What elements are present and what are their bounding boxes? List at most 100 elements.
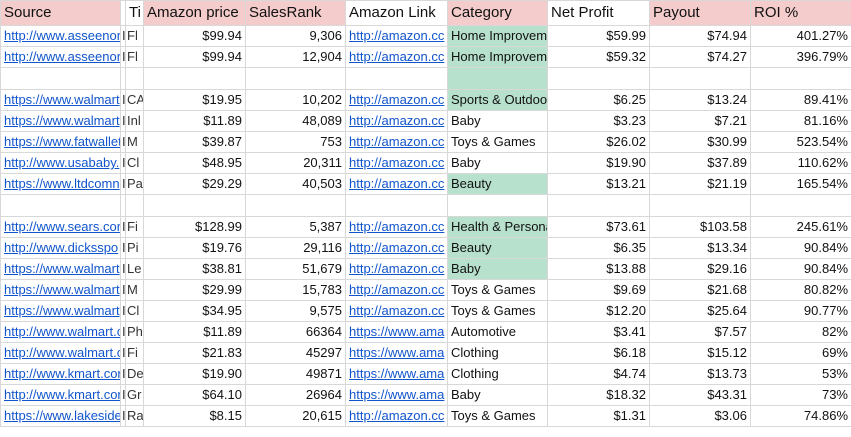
net-profit-cell[interactable] [547, 194, 650, 217]
roi-cell[interactable]: 90.84% [750, 237, 851, 259]
amazon-link-cell[interactable]: https://www.ama [345, 342, 448, 364]
source-cell[interactable]: http://www.walmart.c [0, 342, 121, 364]
salesrank-cell[interactable]: 5,387 [245, 216, 346, 238]
payout-cell[interactable]: $13.24 [649, 89, 751, 111]
column-header-payout[interactable]: Payout [649, 0, 751, 26]
salesrank-cell[interactable]: 9,306 [245, 25, 346, 47]
salesrank-cell[interactable]: 49871 [245, 363, 346, 385]
amazon-price-cell[interactable]: $34.95 [143, 300, 246, 322]
amazon-link-cell[interactable]: http://amazon.cc [345, 25, 448, 47]
marker-cell[interactable]: I [120, 258, 126, 280]
amazon-price-cell[interactable]: $64.10 [143, 384, 246, 406]
title-cell[interactable]: M [125, 279, 144, 301]
roi-cell[interactable]: 89.41% [750, 89, 851, 111]
category-cell[interactable]: Baby [447, 258, 548, 280]
roi-cell[interactable]: 396.79% [750, 46, 851, 68]
net-profit-cell[interactable]: $3.41 [547, 321, 650, 343]
amazon-price-cell[interactable]: $8.15 [143, 405, 246, 427]
net-profit-cell[interactable]: $13.21 [547, 173, 650, 195]
marker-cell[interactable]: I [120, 89, 126, 111]
amazon-link-cell[interactable] [345, 67, 448, 90]
amazon-price-cell[interactable]: $29.99 [143, 279, 246, 301]
title-cell[interactable]: Gr [125, 384, 144, 406]
source-cell[interactable]: http://www.usababy. [0, 152, 121, 174]
roi-cell[interactable]: 74.86% [750, 405, 851, 427]
amazon-link-cell[interactable]: http://amazon.cc [345, 46, 448, 68]
source-cell[interactable]: http://www.dicksspo [0, 237, 121, 259]
category-cell[interactable]: Baby [447, 384, 548, 406]
source-cell[interactable]: https://www.walmart [0, 300, 121, 322]
payout-cell[interactable]: $103.58 [649, 216, 751, 238]
roi-cell[interactable]: 401.27% [750, 25, 851, 47]
roi-cell[interactable]: 90.84% [750, 258, 851, 280]
amazon-link-cell[interactable]: https://www.ama [345, 384, 448, 406]
amazon-link-cell[interactable]: https://www.ama [345, 363, 448, 385]
category-cell[interactable]: Toys & Games [447, 279, 548, 301]
source-cell[interactable]: https://www.walmart [0, 89, 121, 111]
title-cell[interactable]: Fl [125, 46, 144, 68]
marker-cell[interactable]: I [120, 237, 126, 259]
title-cell[interactable]: Fi [125, 216, 144, 238]
title-cell[interactable] [125, 67, 144, 90]
title-cell[interactable]: Pi [125, 237, 144, 259]
salesrank-cell[interactable]: 20,615 [245, 405, 346, 427]
amazon-link-cell[interactable]: http://amazon.cc [345, 258, 448, 280]
salesrank-cell[interactable]: 15,783 [245, 279, 346, 301]
marker-cell[interactable]: I [120, 152, 126, 174]
category-cell[interactable]: Clothing [447, 363, 548, 385]
net-profit-cell[interactable]: $13.88 [547, 258, 650, 280]
payout-cell[interactable]: $21.68 [649, 279, 751, 301]
roi-cell[interactable]: 165.54% [750, 173, 851, 195]
source-cell[interactable]: http://www.asseenor [0, 46, 121, 68]
amazon-price-cell[interactable]: $19.76 [143, 237, 246, 259]
roi-cell[interactable]: 90.77% [750, 300, 851, 322]
title-cell[interactable]: M [125, 131, 144, 153]
salesrank-cell[interactable] [245, 194, 346, 217]
roi-cell[interactable]: 81.16% [750, 110, 851, 132]
marker-cell[interactable]: I [120, 279, 126, 301]
category-cell[interactable]: Home Improvem [447, 46, 548, 68]
marker-cell[interactable]: I [120, 363, 126, 385]
payout-cell[interactable]: $13.34 [649, 237, 751, 259]
roi-cell[interactable]: 110.62% [750, 152, 851, 174]
payout-cell[interactable]: $25.64 [649, 300, 751, 322]
payout-cell[interactable] [649, 67, 751, 90]
category-cell[interactable]: Toys & Games [447, 131, 548, 153]
title-cell[interactable]: Cl [125, 300, 144, 322]
amazon-link-cell[interactable]: http://amazon.cc [345, 300, 448, 322]
net-profit-cell[interactable]: $59.32 [547, 46, 650, 68]
title-cell[interactable]: Ra [125, 405, 144, 427]
payout-cell[interactable]: $30.99 [649, 131, 751, 153]
title-cell[interactable]: Pa [125, 173, 144, 195]
payout-cell[interactable]: $21.19 [649, 173, 751, 195]
amazon-link-cell[interactable]: http://amazon.cc [345, 110, 448, 132]
roi-cell[interactable] [750, 194, 851, 217]
source-cell[interactable]: http://www.kmart.cor [0, 384, 121, 406]
amazon-price-cell[interactable]: $21.83 [143, 342, 246, 364]
column-header-category[interactable]: Category [447, 0, 548, 26]
salesrank-cell[interactable]: 9,575 [245, 300, 346, 322]
salesrank-cell[interactable]: 45297 [245, 342, 346, 364]
amazon-price-cell[interactable]: $99.94 [143, 25, 246, 47]
category-cell[interactable]: Sports & Outdoo [447, 89, 548, 111]
net-profit-cell[interactable]: $6.18 [547, 342, 650, 364]
amazon-price-cell[interactable] [143, 194, 246, 217]
amazon-link-cell[interactable]: http://amazon.cc [345, 89, 448, 111]
amazon-link-cell[interactable]: https://www.ama [345, 321, 448, 343]
salesrank-cell[interactable]: 51,679 [245, 258, 346, 280]
salesrank-cell[interactable]: 753 [245, 131, 346, 153]
amazon-price-cell[interactable]: $38.81 [143, 258, 246, 280]
amazon-link-cell[interactable]: http://amazon.cc [345, 237, 448, 259]
roi-cell[interactable]: 523.54% [750, 131, 851, 153]
net-profit-cell[interactable]: $59.99 [547, 25, 650, 47]
amazon-link-cell[interactable]: http://amazon.cc [345, 405, 448, 427]
marker-cell[interactable]: I [120, 131, 126, 153]
salesrank-cell[interactable]: 29,116 [245, 237, 346, 259]
title-cell[interactable]: Fl [125, 25, 144, 47]
payout-cell[interactable]: $74.94 [649, 25, 751, 47]
payout-cell[interactable]: $7.57 [649, 321, 751, 343]
salesrank-cell[interactable]: 20,311 [245, 152, 346, 174]
amazon-link-cell[interactable]: http://amazon.cc [345, 173, 448, 195]
payout-cell[interactable] [649, 194, 751, 217]
title-cell[interactable]: CA [125, 89, 144, 111]
